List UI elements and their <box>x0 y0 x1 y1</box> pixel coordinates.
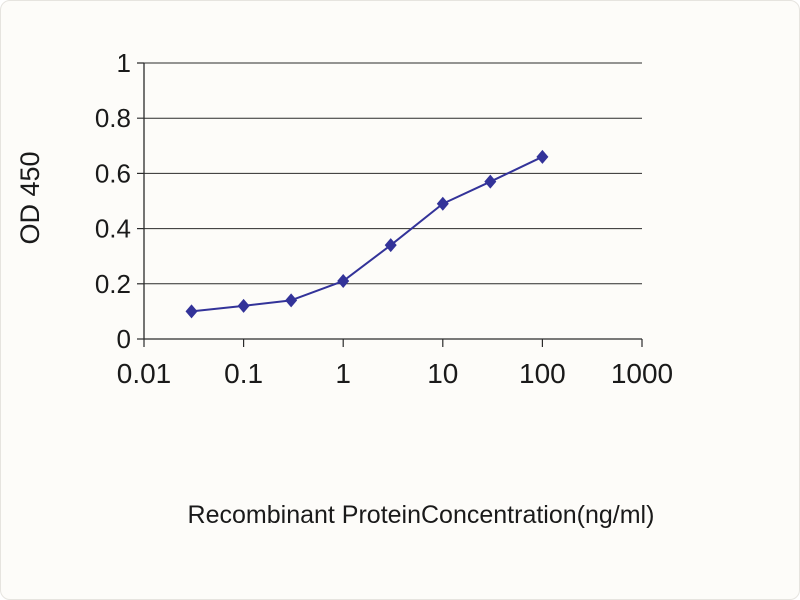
x-axis-title: Recombinant ProteinConcentration(ng/ml) <box>187 501 655 529</box>
series-line <box>191 155 543 313</box>
x-tick-label: 10 <box>427 358 458 389</box>
data-point-marker <box>285 293 298 308</box>
data-point-marker <box>237 298 250 313</box>
data-point-marker <box>436 196 449 211</box>
x-tick-label: 0.1 <box>224 358 263 389</box>
x-tick-label: 100 <box>519 358 566 389</box>
x-tick-label: 1 <box>335 358 351 389</box>
y-axis-title: OD 450 <box>15 151 45 245</box>
x-tick-label: 0.01 <box>117 358 172 389</box>
data-point-marker <box>484 174 497 189</box>
y-tick-label: 0 <box>117 324 131 354</box>
data-point-marker <box>185 304 198 319</box>
y-tick-label: 0.8 <box>95 103 131 133</box>
data-point-marker <box>536 149 549 164</box>
y-tick-label: 0.2 <box>95 269 131 299</box>
data-point-marker <box>384 238 397 253</box>
y-tick-label: 0.4 <box>95 214 131 244</box>
y-tick-label: 1 <box>117 48 131 78</box>
data-point-marker <box>337 274 350 289</box>
y-tick-label: 0.6 <box>95 158 131 188</box>
x-tick-label: 1000 <box>611 358 673 389</box>
